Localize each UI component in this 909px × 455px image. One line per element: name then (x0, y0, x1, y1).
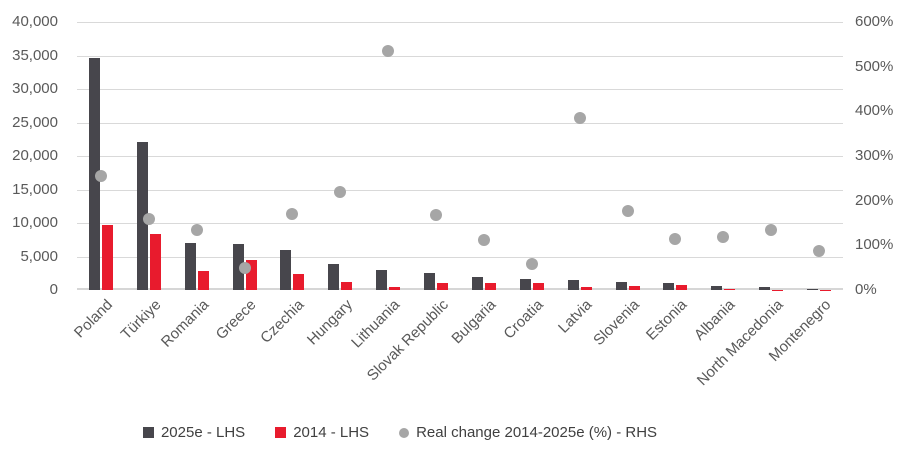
bar-2014-czechia (293, 274, 305, 290)
right-tick-label: 0% (855, 281, 877, 298)
gridline (77, 122, 843, 124)
category-label-north-macedonia: North Macedonia (693, 296, 787, 390)
category-label-romania: Romania (157, 296, 213, 351)
gridline (77, 189, 843, 191)
bar-2014-slovenia (628, 285, 640, 290)
left-tick-label: 0 (49, 281, 58, 298)
legend-dot-swatch-real-change (399, 427, 410, 438)
bar-2014-greece (245, 259, 257, 290)
dot-real-change-bulgaria (477, 234, 490, 246)
dot-real-change-czechia (286, 208, 299, 221)
bar-2025e-türkiye (136, 141, 148, 290)
dot-real-change-romania (190, 223, 203, 236)
bar-2025e-hungary (328, 263, 340, 290)
dot-real-change-lithuania (382, 45, 395, 57)
bar-2014-romania (197, 271, 209, 290)
dot-real-change-greece (238, 261, 251, 274)
bar-2025e-latvia (567, 279, 579, 290)
legend-item-2014: 2014 - LHS (275, 424, 369, 441)
legend-swatch-2025e (142, 427, 154, 438)
category-label-czechia: Czechia (257, 296, 308, 347)
right-tick-label: 100% (855, 236, 894, 254)
bar-2014-croatia (532, 282, 544, 290)
right-tick-label: 200% (855, 191, 894, 209)
category-label-hungary: Hungary (303, 296, 356, 349)
bar-2025e-czechia (280, 249, 292, 290)
legend-item-real-change: Real change 2014-2025e (%) - RHS (399, 424, 657, 441)
right-tick-label: 300% (855, 147, 894, 164)
legend: 2025e - LHS 2014 - LHS Real change 2014-… (0, 424, 800, 441)
dot-real-change-north-macedonia (765, 224, 778, 237)
dot-real-change-slovak-republic (430, 209, 443, 221)
bar-2014-estonia (676, 284, 688, 290)
dot-real-change-poland (94, 170, 107, 183)
bar-2014-bulgaria (484, 283, 496, 290)
category-label-estonia: Estonia (643, 296, 691, 344)
bar-2025e-slovak-republic (424, 272, 436, 290)
left-tick-label: 40,000 (12, 13, 58, 30)
dot-real-change-hungary (334, 185, 347, 198)
right-tick-label: 400% (855, 102, 894, 120)
bar-2014-north-macedonia (772, 289, 784, 290)
gridline (77, 89, 843, 90)
legend-swatch-2014 (275, 427, 287, 438)
right-tick-label: 500% (855, 57, 894, 75)
bar-2025e-bulgaria (471, 276, 483, 290)
category-label-slovenia: Slovenia (590, 296, 643, 350)
plot-area (77, 22, 843, 290)
gridline (77, 55, 843, 57)
bar-2025e-croatia (519, 278, 531, 290)
left-tick-label: 10,000 (12, 214, 58, 231)
dot-real-change-montenegro (813, 244, 826, 257)
bar-2014-latvia (580, 287, 592, 290)
gridline (77, 22, 843, 23)
bar-2025e-greece (232, 243, 244, 290)
left-tick-label: 30,000 (12, 80, 58, 97)
category-label-bulgaria: Bulgaria (448, 296, 500, 348)
legend-label-real-change: Real change 2014-2025e (%) - RHS (416, 424, 658, 441)
category-label-latvia: Latvia (554, 296, 596, 337)
bar-2014-albania (724, 289, 736, 290)
legend-label-2014: 2014 - LHS (293, 424, 370, 441)
left-tick-label: 25,000 (12, 113, 58, 131)
dot-real-change-türkiye (142, 212, 155, 225)
dot-real-change-latvia (573, 112, 586, 124)
category-label-türkiye: Türkiye (117, 296, 165, 344)
bar-2025e-albania (711, 286, 723, 290)
dot-real-change-croatia (525, 258, 538, 271)
legend-item-2025e: 2025e - LHS (142, 424, 246, 441)
left-tick-label: 35,000 (12, 46, 58, 64)
x-axis-line (77, 288, 843, 290)
gridline (77, 256, 843, 258)
bar-2014-lithuania (389, 286, 401, 290)
bar-2025e-poland (88, 57, 100, 290)
bar-2025e-north-macedonia (759, 287, 771, 290)
category-label-croatia: Croatia (500, 296, 548, 343)
category-label-albania: Albania (691, 296, 739, 344)
bar-2014-poland (101, 225, 113, 290)
left-tick-label: 20,000 (12, 147, 58, 164)
right-tick-label: 600% (855, 13, 894, 30)
dot-real-change-slovenia (621, 205, 634, 218)
category-label-poland: Poland (71, 296, 117, 342)
bar-2025e-estonia (663, 282, 675, 290)
bar-2014-hungary (341, 281, 353, 290)
bar-2025e-slovenia (615, 281, 627, 290)
legend-label-2025e: 2025e - LHS (160, 424, 246, 441)
dot-real-change-estonia (669, 233, 682, 246)
left-tick-label: 15,000 (12, 180, 58, 198)
bar-2025e-montenegro (807, 289, 819, 290)
bar-2025e-romania (184, 243, 196, 290)
dot-real-change-albania (717, 231, 730, 244)
gridline (77, 223, 843, 224)
gridline (77, 156, 843, 157)
bar-2014-türkiye (149, 234, 161, 290)
left-tick-label: 5,000 (20, 247, 58, 265)
category-label-greece: Greece (213, 296, 260, 344)
bar-2025e-lithuania (376, 269, 388, 290)
bar-2014-slovak-republic (437, 283, 449, 290)
